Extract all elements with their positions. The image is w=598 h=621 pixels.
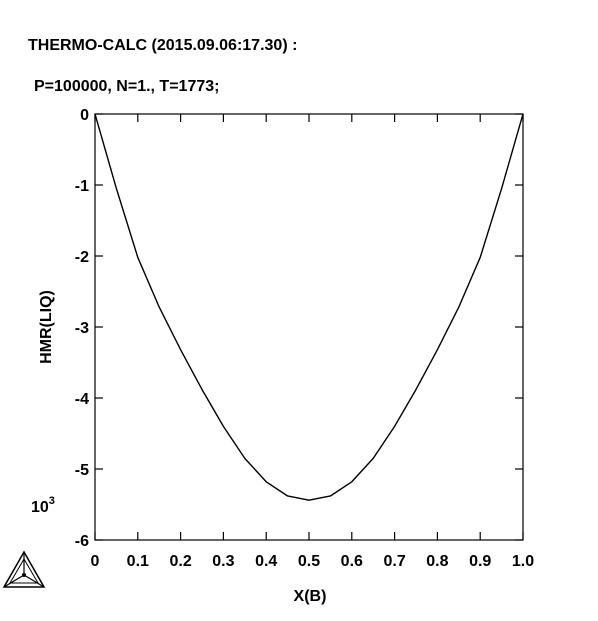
y-scale-base: 10 [31, 499, 49, 516]
x-tick-label: 0.1 [127, 553, 149, 570]
y-scale-exponent: 3 [49, 495, 55, 507]
x-tick-label: 1.0 [512, 553, 534, 570]
x-axis-label: X(B) [294, 588, 327, 605]
x-tick-label: 0.2 [169, 553, 191, 570]
x-tick-label: 0.9 [469, 553, 491, 570]
x-tick-label: 0.7 [383, 553, 405, 570]
tick-marks [94, 113, 524, 541]
x-tick-label: 0.5 [298, 553, 320, 570]
y-tick-label: -2 [75, 249, 89, 266]
y-tick-label: -1 [75, 178, 89, 195]
x-tick-labels: 0 0.1 0.2 0.3 0.4 0.5 0.6 0.7 0.8 0.9 1.0 [91, 553, 535, 570]
x-tick-label: 0.8 [426, 553, 448, 570]
y-scale-multiplier: 103 [31, 495, 55, 516]
y-tick-labels: 0 -1 -2 -3 -4 -5 -6 [75, 107, 89, 550]
thermo-calc-logo-icon [2, 550, 46, 588]
x-tick-label: 0 [91, 553, 100, 570]
y-tick-label: -4 [75, 391, 89, 408]
header-line1: THERMO-CALC (2015.09.06:17.30) : [28, 37, 297, 54]
plot-frame [94, 113, 524, 541]
header-line2: P=100000, N=1., T=1773; [34, 78, 219, 95]
y-tick-label: -5 [75, 462, 89, 479]
y-tick-label: -6 [75, 533, 89, 550]
series-line-0 [94, 113, 524, 501]
x-tick-label: 0.3 [212, 553, 234, 570]
y-axis-label: HMR(LIQ) [38, 290, 55, 364]
x-tick-label: 0.4 [255, 553, 277, 570]
y-tick-label: 0 [80, 107, 89, 124]
series-group [94, 113, 524, 501]
plot-axes [94, 113, 524, 541]
x-tick-label: 0.6 [341, 553, 363, 570]
y-tick-label: -3 [75, 320, 89, 337]
